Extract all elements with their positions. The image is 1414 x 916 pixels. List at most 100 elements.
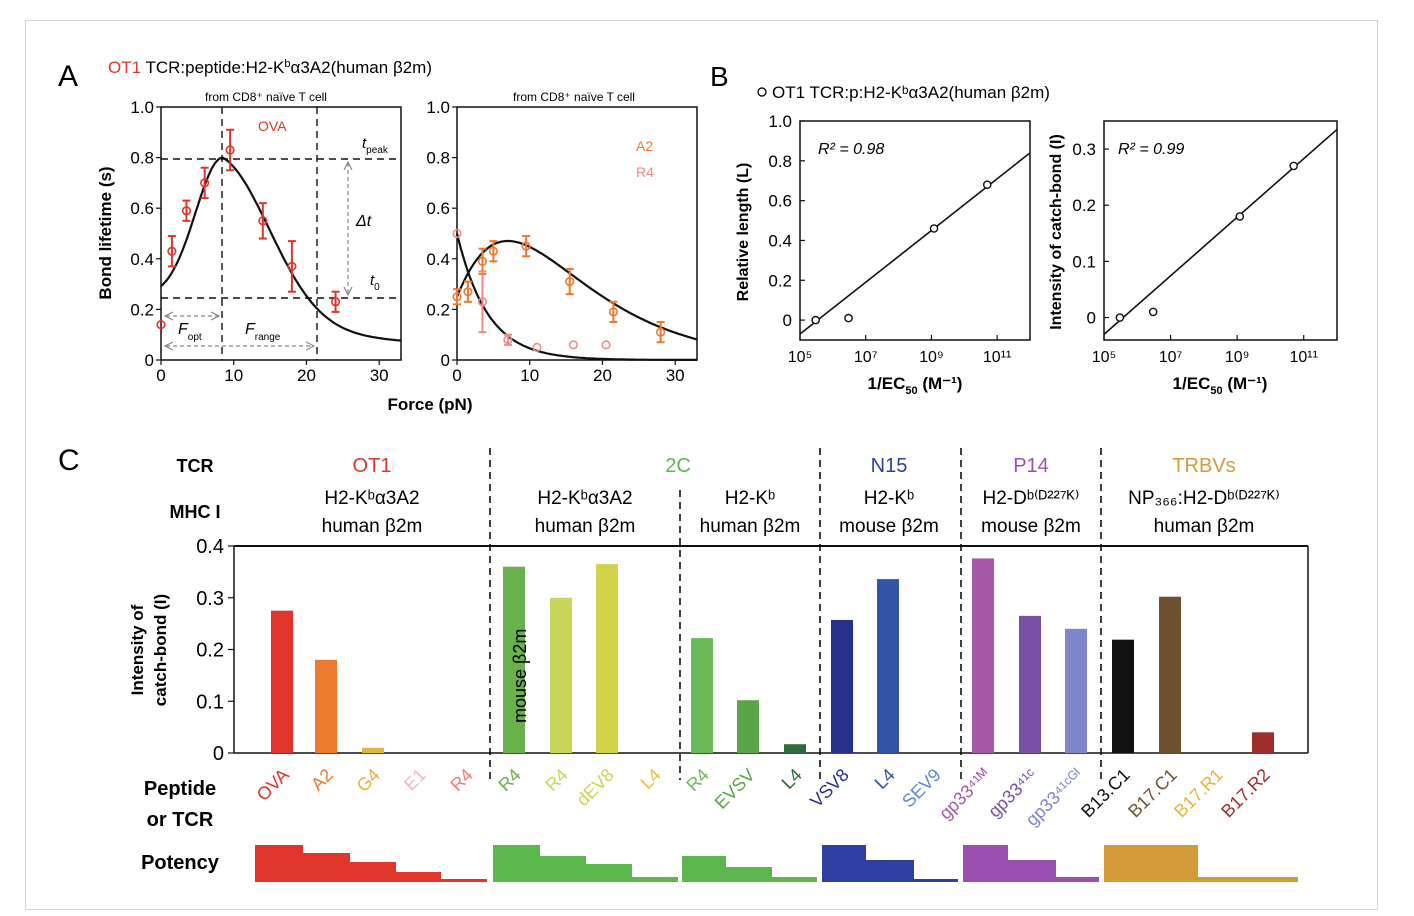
category-label-19: B17.C1: [1124, 765, 1181, 822]
a-ytick-label: 1.0: [426, 98, 450, 117]
a-ytick-label: 0.6: [130, 199, 154, 218]
group-tcr-1: 2C: [665, 455, 691, 477]
b-xtick-label: 10¹¹: [983, 349, 1011, 366]
a-ytick-label: 0.8: [426, 149, 450, 168]
f-opt-arrowheads: [163, 311, 221, 321]
potency-step-0-4: [441, 879, 487, 882]
potency-step-1-2: [586, 864, 632, 882]
group-tcr-4: P14: [1013, 455, 1049, 477]
category-label-6: R4: [541, 765, 571, 795]
r4-point: [532, 342, 542, 352]
c-ytick-label: 0: [213, 743, 224, 765]
f-opt-label: Fopt: [178, 321, 202, 343]
bar-21: [1252, 732, 1274, 753]
b-left-fit-line: [799, 152, 1031, 335]
a-ytick-label: 0.2: [426, 300, 450, 319]
a-ytick-label: 1.0: [130, 98, 154, 117]
a2-point: [656, 327, 666, 337]
ova-point: [200, 178, 210, 188]
category-label-2: G4: [353, 765, 384, 796]
b-xtick-label: 10⁷: [1159, 349, 1183, 366]
b-left-ytick-label: 0: [783, 311, 792, 330]
bar-2: [362, 747, 384, 753]
potency-step-1-1: [540, 856, 586, 882]
panel-a-left-axes: [160, 106, 402, 361]
a-ytick-label: 0: [441, 351, 450, 370]
b-right-point: [1115, 313, 1125, 322]
b-xtick-label: 10⁵: [788, 349, 812, 366]
category-label-4: R4: [446, 765, 476, 795]
a-xtick-label: 0: [156, 366, 165, 385]
f-range-label: Frange: [245, 321, 281, 343]
r2-right: R² = 0.99: [1118, 141, 1184, 158]
bar-6: [550, 597, 572, 753]
ova-point: [181, 206, 192, 216]
b-left-ytick-label: 0.8: [768, 152, 792, 171]
ova-point: [258, 216, 268, 226]
ova-point: [156, 319, 166, 330]
potency-step-2-0: [682, 856, 726, 882]
a-ytick-label: 0.2: [130, 300, 154, 319]
b-left-point: [982, 180, 992, 190]
category-label-20: B17.R1: [1170, 765, 1227, 822]
category-label-10: EVSV: [711, 765, 759, 813]
r4-point: [568, 340, 578, 350]
bar-13: [877, 579, 899, 753]
legend-a2: A2: [636, 138, 653, 154]
b-xtick-label: 10¹¹: [1289, 349, 1317, 366]
panel-b-left-xlabel: 1/EC50 (M⁻¹): [868, 374, 963, 397]
group-mhc2-5: human β2m: [1154, 516, 1255, 537]
panel-c-letter: C: [58, 444, 80, 477]
r4-point: [452, 228, 462, 239]
bar-17: [1065, 628, 1087, 753]
potency-step-2-2: [772, 877, 817, 882]
category-label-5: R4: [494, 765, 524, 795]
group-tcr-5: TRBVs: [1172, 455, 1235, 477]
category-label-3: E1: [400, 765, 430, 795]
bar-7: [596, 564, 618, 753]
t-peak-label: tpeak: [362, 135, 389, 156]
b-right-ytick-label: 0.3: [1072, 140, 1096, 159]
panel-a-left-subtitle: from CD8⁺ naïve T cell: [205, 90, 327, 104]
b-left-ytick-label: 1.0: [768, 112, 792, 131]
t0-label: t0: [370, 272, 380, 293]
a-ytick-label: 0.4: [426, 250, 450, 269]
bar-1: [315, 659, 337, 753]
category-label-11: L4: [778, 765, 806, 793]
panel-b-letter: B: [710, 61, 729, 92]
a-ytick-label: 0: [145, 351, 154, 370]
b-right-ytick-label: 0: [1087, 309, 1096, 328]
category-label-13: L4: [871, 765, 899, 793]
ova-point: [287, 261, 297, 271]
a-xtick-label: 30: [666, 366, 685, 385]
panel-b-left-axes: [799, 120, 1031, 341]
potency-label: Potency: [141, 852, 220, 874]
group-mhc1-5: NP₃₆₆:H2-Dᵇ⁽ᴰ²²⁷ᴷ⁾: [1128, 488, 1280, 509]
potency-step-0-2: [350, 862, 396, 882]
potency-step-4-0: [963, 845, 1008, 882]
a-xtick-label: 10: [520, 366, 539, 385]
category-label-1: A2: [307, 765, 337, 795]
bar-12: [831, 620, 853, 753]
category-label-15: gp33⁴¹ᴹ: [935, 765, 994, 824]
r4-point: [601, 340, 611, 350]
peptide-label-2: or TCR: [147, 809, 214, 831]
a-ytick-label: 0.8: [130, 149, 154, 168]
b-right-point: [1289, 161, 1298, 171]
b-right-point: [1235, 212, 1245, 221]
a-xtick-label: 10: [224, 366, 243, 385]
b-left-point: [811, 315, 820, 325]
potency-step-5-0: [1104, 845, 1198, 882]
b-left-ytick-label: 0.2: [768, 271, 792, 290]
c-ytick-label: 0.2: [196, 640, 224, 662]
group-mhc1-3: H2-Kᵇ: [864, 488, 914, 509]
panel-b-legend: OT1 TCR:p:H2-Kᵇα3A2(human β2m): [772, 83, 1050, 102]
bar-19: [1159, 596, 1181, 753]
b-xtick-label: 10⁷: [854, 349, 878, 366]
ova-point: [167, 246, 177, 256]
a2-fit-curve: [455, 239, 698, 341]
a2-point: [452, 292, 462, 302]
potency-step-1-3: [632, 877, 678, 882]
mouse-b2m-label: mouse β2m: [510, 629, 530, 723]
